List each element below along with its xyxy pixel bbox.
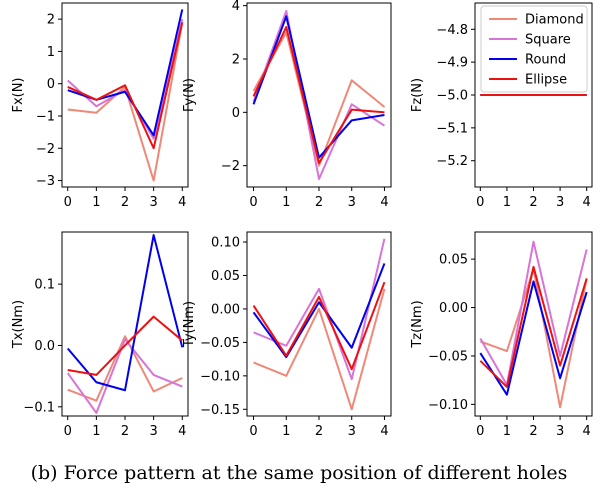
y-tick-label: 4 [232,0,240,14]
x-tick-label: 1 [282,424,290,439]
x-tick-label: 2 [121,195,129,210]
x-tick-label: 1 [503,195,511,210]
y-tick-label: 1 [47,45,55,60]
x-tick-label: 4 [380,195,388,210]
series-line-round [66,234,184,392]
y-tick-label: −0.10 [200,369,240,384]
series-line-square [479,240,588,387]
y-tick-label: 0.05 [439,253,468,268]
subplot-Fx(N): 0 1 2 3 4 2 1 0 −1 −2 −3 Fx(N) [11,2,189,210]
y-tick-label: 0 [47,77,55,92]
x-tick-label: 1 [503,424,511,439]
y-axis-label: Tz(Nm) [410,300,425,348]
x-tick-label: 2 [315,195,323,210]
y-axis-label: Ty(Nm) [182,301,197,348]
x-tick-label: 0 [64,195,72,210]
y-tick-label: 0.00 [211,302,240,317]
y-tick-label: 0.0 [34,339,55,354]
y-tick-label: 2 [232,53,240,68]
series-line-ellipse [67,22,184,150]
series-line-ellipse [252,281,386,371]
y-axis-label: Tx(Nm) [11,300,26,349]
figure-caption: (b) Force pattern at the same position o… [30,462,568,484]
x-tick-label: 3 [556,195,564,210]
y-tick-label: −0.10 [428,398,468,413]
subplot-Ty(Nm): 0 1 2 3 4 0.10 0.05 0.00 −0.05 −0.10 −0.15 Ty(Nm) [182,231,392,439]
legend-label-square: Square [525,33,571,48]
y-tick-label: −5.0 [436,89,468,104]
x-tick-label: 4 [583,424,591,439]
legend-label-round: Round [525,53,566,68]
x-tick-label: 0 [64,424,72,439]
x-tick-label: 3 [149,195,157,210]
y-tick-label: 0.05 [211,269,240,284]
x-tick-label: 2 [529,424,537,439]
series-line-diamond [253,288,386,411]
x-tick-label: 0 [476,195,484,210]
subplot-Fy(N): 0 1 2 3 4 4 2 0 −2 Fy(N) [182,0,392,210]
series-line-square [67,18,184,140]
series-line-ellipse [67,315,183,376]
x-tick-label: 2 [529,195,537,210]
y-axis-label: Fy(N) [182,78,197,112]
series-line-round [252,263,386,359]
x-tick-label: 0 [249,424,257,439]
y-tick-label: −3 [36,174,55,189]
y-tick-label: −4.8 [436,23,468,38]
plot-frame [474,231,593,417]
x-tick-label: 1 [92,195,100,210]
x-tick-label: 3 [348,195,356,210]
x-tick-label: 1 [92,424,100,439]
series-line-square [66,338,183,414]
y-tick-label: −5.1 [436,121,468,136]
legend-label-diamond: Diamond [525,13,584,28]
x-tick-label: 3 [556,424,564,439]
y-tick-label: 0.1 [34,278,55,293]
x-tick-label: 3 [348,424,356,439]
y-tick-label: −0.1 [23,400,55,415]
series-line-diamond [67,335,183,402]
series-line-round [479,280,588,396]
y-axis-label: Fx(N) [11,77,26,112]
x-tick-label: 4 [583,195,591,210]
legend-label-ellipse: Ellipse [525,73,567,88]
y-tick-label: 0.00 [439,301,468,316]
y-tick-label: 0 [232,106,240,121]
x-tick-label: 2 [121,424,129,439]
subplot-Tx(Nm): 0 1 2 3 4 0.1 0.0 −0.1 Tx(Nm) [11,231,189,439]
y-tick-label: −1 [36,109,55,124]
x-tick-label: 4 [380,424,388,439]
y-tick-label: −0.05 [428,349,468,364]
y-tick-label: −5.2 [436,154,468,169]
x-tick-label: 1 [282,195,290,210]
x-tick-label: 4 [178,424,186,439]
subplot-Tz(Nm): 0 1 2 3 4 0.05 0.00 −0.05 −0.10 Tz(Nm) [410,231,593,439]
x-tick-label: 4 [178,195,186,210]
y-tick-label: −2 [221,159,240,174]
series-line-round [252,15,385,159]
legend-box [480,5,588,93]
x-tick-label: 3 [149,424,157,439]
subplot-Fz(N): 0 1 2 3 4 −4.8 −4.9 −5.0 −5.1 −5.2 Fz(N) Diamond Squ… [410,2,593,210]
series-line-diamond [479,267,588,409]
y-tick-label: −0.15 [200,403,240,418]
x-tick-label: 2 [315,424,323,439]
y-axis-label: Fz(N) [410,78,425,112]
y-tick-label: −4.9 [436,56,468,71]
y-tick-label: −0.05 [200,336,240,351]
y-tick-label: −2 [36,142,55,157]
series-line-ellipse [252,26,385,164]
y-tick-label: 0.10 [211,236,240,251]
x-tick-label: 0 [476,424,484,439]
x-tick-label: 0 [249,195,257,210]
y-tick-label: 2 [47,13,55,28]
series-line-ellipse [479,265,588,388]
